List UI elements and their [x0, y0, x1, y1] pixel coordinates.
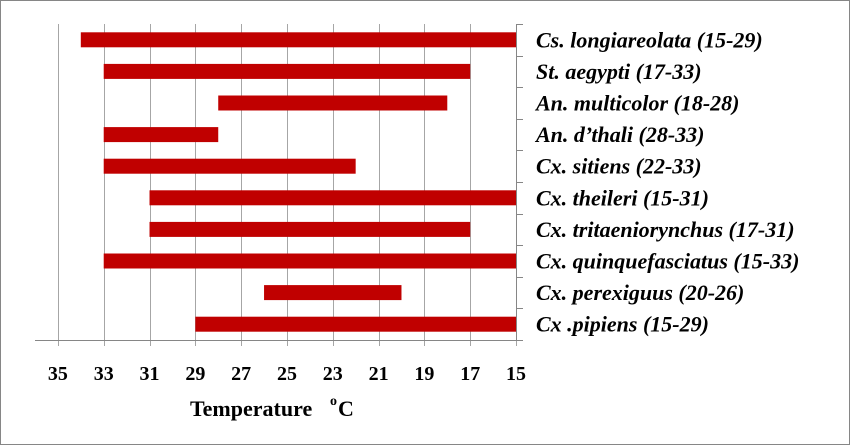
x-axis-title-unit-superscript: o — [330, 394, 337, 409]
category-label: Cx. theileri (15-31) — [536, 185, 709, 210]
x-tick-label: 19 — [414, 363, 434, 385]
x-tick-label: 15 — [506, 363, 526, 385]
bar — [218, 95, 448, 111]
x-tick-label: 33 — [94, 363, 114, 385]
x-tick-label: 23 — [323, 363, 343, 385]
bar — [195, 316, 517, 332]
bars — [80, 32, 517, 332]
bar — [103, 127, 219, 143]
bar — [103, 253, 516, 269]
bar — [103, 63, 471, 79]
x-tick-label: 25 — [277, 363, 297, 385]
x-axis-title-text: Temperature — [190, 396, 312, 421]
category-label: Cx. sitiens (22-33) — [536, 154, 702, 179]
x-axis-title: Temperature o C — [190, 385, 354, 421]
x-tick-labels: 35 33 31 29 27 25 23 21 19 17 15 — [48, 363, 526, 385]
category-label: Cx. perexiguus (20-26) — [536, 280, 744, 305]
category-label: Cx. tritaeniorynchus (17-31) — [536, 217, 795, 242]
x-tick-label: 29 — [185, 363, 205, 385]
axes — [35, 24, 523, 341]
category-label: St. aegypti (17-33) — [536, 59, 702, 84]
x-tick-label: 21 — [369, 363, 389, 385]
bar — [80, 32, 517, 48]
bar — [103, 158, 356, 174]
x-tick-label: 31 — [140, 363, 160, 385]
x-tick-label: 27 — [231, 363, 251, 385]
category-labels: Cs. longiareolata (15-29) St. aegypti (17… — [534, 27, 799, 336]
bar — [264, 285, 402, 301]
category-label: Cs. longiareolata (15-29) — [536, 27, 763, 52]
category-label: Cx .pipiens (15-29) — [536, 312, 709, 337]
x-tick-label: 35 — [48, 363, 68, 385]
x-tick-label: 17 — [460, 363, 480, 385]
bar — [149, 221, 471, 237]
bar — [149, 190, 516, 206]
x-axis-title-unit: C — [338, 396, 354, 421]
category-label: Cx. quinquefasciatus (15-33) — [536, 249, 799, 274]
category-label: An. multicolor (18-28) — [534, 91, 740, 116]
category-label: An. d’thali (28-33) — [534, 122, 704, 147]
